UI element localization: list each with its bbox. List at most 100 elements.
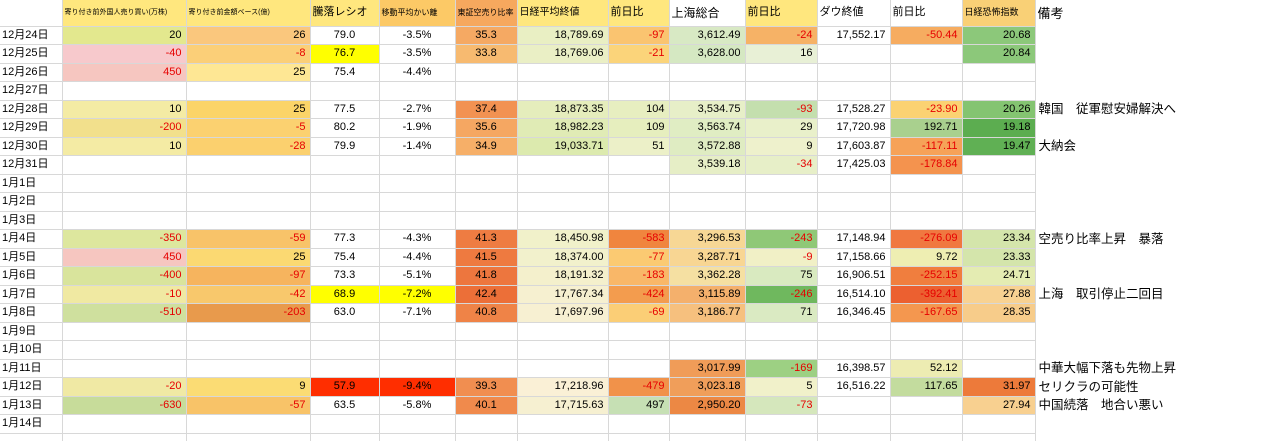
cell-date[interactable]: 1月5日 <box>0 248 63 267</box>
cell-nikkei_change[interactable] <box>608 81 670 101</box>
cell-nikkei_vi[interactable] <box>962 63 1036 82</box>
cell-shanghai_change[interactable] <box>745 322 818 341</box>
cell-shanghai_change[interactable]: -34 <box>745 155 818 175</box>
cell-remarks[interactable]: 上海 取引停止二回目 <box>1038 287 1164 301</box>
cell-nikkei_change[interactable]: -183 <box>608 266 670 286</box>
cell-shanghai_change[interactable] <box>745 81 818 101</box>
cell-dow_close[interactable]: 17,720.98 <box>817 118 891 138</box>
cell-shanghai_change[interactable] <box>745 433 818 441</box>
cell-foreign_prebuy[interactable]: -400 <box>62 266 187 286</box>
header-shanghai_change[interactable]: 前日比 <box>745 0 818 27</box>
cell-foreign_prebuy[interactable]: 10 <box>62 100 187 119</box>
cell-dow_close[interactable]: 16,398.57 <box>817 359 891 378</box>
cell-nikkei_close[interactable] <box>517 322 609 341</box>
cell-nikkei_close[interactable] <box>517 174 609 193</box>
cell-karauri_ratio[interactable] <box>455 63 518 82</box>
cell-nikkei_close[interactable] <box>517 433 609 441</box>
cell-remarks[interactable]: 中国続落 地合い悪い <box>1038 398 1164 412</box>
cell-dow_close[interactable] <box>817 81 891 101</box>
cell-shanghai[interactable] <box>669 63 746 82</box>
cell-amount_base[interactable] <box>186 174 311 193</box>
cell-dow_change[interactable] <box>890 44 963 64</box>
cell-date[interactable]: 1月8日 <box>0 303 63 323</box>
cell-nikkei_change[interactable] <box>608 192 670 212</box>
cell-nikkei_close[interactable] <box>517 211 609 230</box>
cell-nikkei_change[interactable] <box>608 211 670 230</box>
cell-amount_base[interactable] <box>186 192 311 212</box>
cell-karauri_ratio[interactable]: 41.5 <box>455 248 518 267</box>
cell-shanghai[interactable]: 3,362.28 <box>669 266 746 286</box>
cell-nikkei_vi[interactable]: 27.88 <box>962 285 1036 304</box>
cell-date[interactable]: 1月6日 <box>0 266 63 286</box>
cell-amount_base[interactable] <box>186 433 311 441</box>
cell-toraku_ratio[interactable]: 79.0 <box>310 26 380 45</box>
cell-nikkei_close[interactable]: 18,789.69 <box>517 26 609 45</box>
cell-ma_kairi[interactable]: -7.2% <box>379 285 456 304</box>
cell-nikkei_change[interactable]: -97 <box>608 26 670 45</box>
cell-shanghai_change[interactable]: 75 <box>745 266 818 286</box>
cell-shanghai[interactable] <box>669 340 746 360</box>
cell-ma_kairi[interactable]: -2.7% <box>379 100 456 119</box>
cell-shanghai[interactable]: 3,628.00 <box>669 44 746 64</box>
cell-karauri_ratio[interactable]: 42.4 <box>455 285 518 304</box>
cell-shanghai[interactable]: 2,950.20 <box>669 396 746 415</box>
cell-shanghai[interactable] <box>669 174 746 193</box>
cell-shanghai_change[interactable]: 5 <box>745 377 818 397</box>
cell-date[interactable]: 12月24日 <box>0 26 63 45</box>
cell-ma_kairi[interactable]: -3.5% <box>379 26 456 45</box>
cell-remarks[interactable] <box>1035 341 1269 360</box>
cell-dow_change[interactable] <box>890 396 963 415</box>
cell-shanghai_change[interactable]: -246 <box>745 285 818 304</box>
cell-karauri_ratio[interactable] <box>455 433 518 441</box>
cell-shanghai[interactable]: 3,186.77 <box>669 303 746 323</box>
cell-nikkei_change[interactable] <box>608 322 670 341</box>
cell-dow_change[interactable]: -178.84 <box>890 155 963 175</box>
cell-nikkei_vi[interactable]: 24.71 <box>962 266 1036 286</box>
cell-remarks[interactable] <box>1035 304 1269 323</box>
cell-date[interactable] <box>0 433 63 441</box>
cell-remarks[interactable] <box>1035 267 1269 286</box>
cell-shanghai[interactable]: 3,534.75 <box>669 100 746 119</box>
header-shanghai[interactable]: 上海総合 <box>669 0 746 27</box>
cell-amount_base[interactable]: -5 <box>186 118 311 138</box>
cell-karauri_ratio[interactable] <box>455 155 518 175</box>
cell-karauri_ratio[interactable] <box>455 340 518 360</box>
cell-nikkei_vi[interactable]: 19.18 <box>962 118 1036 138</box>
cell-toraku_ratio[interactable]: 73.3 <box>310 266 380 286</box>
cell-date[interactable]: 12月30日 <box>0 137 63 156</box>
cell-nikkei_change[interactable]: -479 <box>608 377 670 397</box>
cell-remarks[interactable] <box>1035 82 1269 101</box>
cell-ma_kairi[interactable] <box>379 155 456 175</box>
cell-nikkei_change[interactable]: -69 <box>608 303 670 323</box>
cell-dow_change[interactable]: -392.41 <box>890 285 963 304</box>
cell-amount_base[interactable]: 25 <box>186 63 311 82</box>
cell-dow_close[interactable]: 16,906.51 <box>817 266 891 286</box>
cell-nikkei_close[interactable] <box>517 359 609 378</box>
cell-karauri_ratio[interactable]: 39.3 <box>455 377 518 397</box>
cell-dow_change[interactable]: -167.65 <box>890 303 963 323</box>
cell-dow_change[interactable] <box>890 192 963 212</box>
cell-date[interactable]: 1月13日 <box>0 396 63 415</box>
cell-date[interactable]: 12月27日 <box>0 81 63 101</box>
cell-amount_base[interactable] <box>186 322 311 341</box>
cell-remarks[interactable] <box>1035 211 1269 230</box>
cell-shanghai_change[interactable]: 9 <box>745 137 818 156</box>
cell-shanghai[interactable] <box>669 433 746 441</box>
cell-date[interactable]: 1月3日 <box>0 211 63 230</box>
cell-nikkei_close[interactable] <box>517 63 609 82</box>
cell-amount_base[interactable]: -8 <box>186 44 311 64</box>
cell-nikkei_change[interactable]: -21 <box>608 44 670 64</box>
cell-nikkei_vi[interactable] <box>962 81 1036 101</box>
cell-ma_kairi[interactable]: -4.4% <box>379 248 456 267</box>
header-remarks[interactable]: 備考 <box>1035 0 1269 26</box>
cell-toraku_ratio[interactable]: 77.5 <box>310 100 380 119</box>
cell-foreign_prebuy[interactable]: -200 <box>62 118 187 138</box>
cell-foreign_prebuy[interactable]: -10 <box>62 285 187 304</box>
cell-toraku_ratio[interactable] <box>310 192 380 212</box>
cell-karauri_ratio[interactable]: 35.3 <box>455 26 518 45</box>
cell-toraku_ratio[interactable]: 63.5 <box>310 396 380 415</box>
cell-shanghai_change[interactable]: 16 <box>745 44 818 64</box>
cell-dow_close[interactable]: 16,346.45 <box>817 303 891 323</box>
cell-foreign_prebuy[interactable] <box>62 414 187 434</box>
cell-date[interactable]: 1月10日 <box>0 340 63 360</box>
